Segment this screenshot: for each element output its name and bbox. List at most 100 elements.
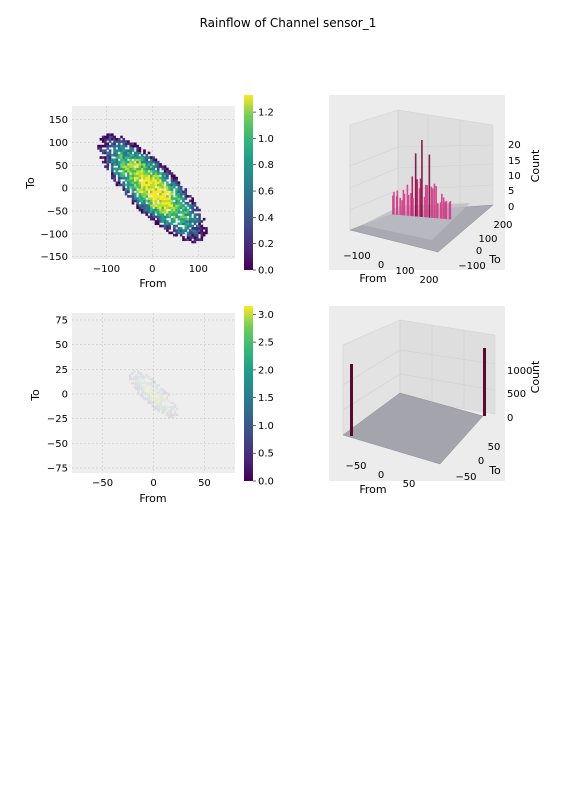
heatmap-cell bbox=[152, 208, 155, 212]
surface-spike bbox=[416, 179, 418, 217]
heatmap-cell bbox=[163, 222, 167, 226]
heatmap-cell bbox=[161, 167, 165, 171]
heatmap-cell bbox=[152, 169, 155, 173]
heatmap-cell bbox=[111, 167, 114, 171]
heatmap-cell bbox=[140, 176, 144, 180]
heatmap-cell bbox=[177, 211, 181, 214]
heatmap-cell bbox=[147, 395, 150, 399]
colorbar-tick-labels: 0.0 0.5 1.0 1.5 2.0 2.5 3.0 bbox=[253, 310, 274, 488]
heatmap-cell bbox=[175, 192, 178, 196]
heatmap-cell bbox=[111, 176, 114, 180]
heatmap-cell bbox=[129, 149, 132, 152]
heatmap-cell bbox=[170, 222, 174, 226]
heatmap-cell bbox=[104, 151, 107, 155]
heatmap-cell bbox=[136, 181, 139, 184]
heatmap-cell bbox=[140, 190, 144, 194]
heatmap-cell bbox=[159, 208, 162, 212]
heatmap-cell bbox=[155, 403, 158, 407]
heatmap-cell bbox=[177, 188, 181, 191]
heatmap-cell bbox=[150, 213, 153, 216]
heatmap-cell bbox=[127, 188, 130, 191]
heatmap-cell bbox=[175, 197, 178, 200]
heatmap-cell bbox=[124, 140, 128, 143]
y-tick-labels: −100 0 100 200 bbox=[458, 220, 512, 272]
heatmap-cell bbox=[156, 179, 160, 182]
heatmap-cell bbox=[131, 190, 135, 194]
heatmap-cell bbox=[137, 378, 140, 381]
heatmap-cell bbox=[145, 213, 149, 216]
heatmap-cell bbox=[189, 220, 192, 223]
heatmap-cell bbox=[141, 392, 144, 395]
heatmap-cell bbox=[136, 151, 139, 155]
heatmap-cell bbox=[193, 208, 197, 212]
heatmap-cell bbox=[163, 224, 167, 228]
surface-spike bbox=[419, 178, 422, 217]
heatmap-cell bbox=[108, 149, 112, 152]
heatmap-cell bbox=[143, 392, 146, 395]
heatmap-cell bbox=[151, 395, 154, 399]
heatmap-cell bbox=[168, 201, 172, 205]
x-axis-label: From bbox=[359, 272, 386, 285]
heatmap-cell bbox=[124, 149, 128, 152]
heatmap-cell bbox=[168, 224, 172, 228]
heatmap-cell bbox=[113, 151, 116, 155]
heatmap-cell bbox=[129, 147, 132, 150]
heatmap-cell bbox=[155, 407, 158, 411]
heatmap-cell bbox=[155, 388, 158, 391]
heatmap-cell bbox=[161, 213, 165, 216]
surface-spike bbox=[393, 191, 395, 215]
heatmap-cell bbox=[140, 160, 144, 164]
heatmap-cell bbox=[195, 227, 199, 230]
heatmap-cell bbox=[170, 172, 174, 175]
heatmap-cell bbox=[154, 215, 158, 219]
heatmap-cell bbox=[184, 220, 188, 223]
heatmap-cell bbox=[156, 172, 160, 175]
heatmap-cell bbox=[133, 142, 137, 146]
heatmap-cell bbox=[163, 176, 167, 180]
heatmap-cell bbox=[159, 407, 162, 411]
heatmap-cell bbox=[165, 413, 169, 417]
heatmap-cell bbox=[165, 411, 169, 415]
heatmap-cell bbox=[195, 233, 199, 237]
heatmap-cell bbox=[129, 185, 132, 189]
heatmap-cell bbox=[127, 142, 130, 146]
heatmap-cell bbox=[145, 165, 149, 168]
heatmap-cell bbox=[173, 220, 176, 223]
heatmap-cell bbox=[163, 407, 167, 411]
heatmap-cell bbox=[184, 206, 188, 210]
heatmap-cell bbox=[159, 401, 162, 405]
colorbar bbox=[244, 306, 253, 481]
heatmap-cell bbox=[122, 169, 126, 173]
heatmap-cell bbox=[129, 172, 132, 175]
heatmap-cell bbox=[104, 158, 107, 162]
heatmap-cell bbox=[136, 206, 139, 210]
y-axis-label: To bbox=[488, 464, 501, 477]
heatmap-cell bbox=[136, 153, 139, 157]
heatmap-cell bbox=[173, 206, 176, 210]
heatmap-cell bbox=[140, 167, 144, 171]
heatmap-cell bbox=[101, 137, 105, 141]
heatmap-cell bbox=[193, 229, 197, 232]
z-axis-label: Count bbox=[529, 149, 542, 182]
heatmap-cell bbox=[170, 176, 174, 180]
heatmap-cell bbox=[122, 174, 126, 178]
heatmap-cell bbox=[161, 204, 165, 207]
surface-spike bbox=[439, 202, 442, 219]
heatmap-cell bbox=[120, 174, 123, 178]
heatmap-cell bbox=[124, 190, 128, 194]
heatmap-cell bbox=[166, 181, 169, 184]
heatmap-cell bbox=[166, 213, 169, 216]
heatmap-cell bbox=[115, 151, 119, 155]
heatmap-cell bbox=[186, 236, 190, 239]
heatmap-cell bbox=[152, 199, 155, 203]
svg-text:500: 500 bbox=[507, 389, 526, 400]
heatmap-cell bbox=[115, 163, 119, 166]
heatmap-cell bbox=[108, 156, 112, 159]
heatmap-cell bbox=[198, 227, 201, 230]
heatmap-cell bbox=[189, 229, 192, 232]
heatmap-cell bbox=[151, 401, 154, 405]
heatmap-cell bbox=[147, 176, 151, 180]
heatmap-cell bbox=[191, 201, 194, 205]
heatmap-cell bbox=[155, 384, 158, 387]
heatmap-cell bbox=[136, 185, 139, 189]
